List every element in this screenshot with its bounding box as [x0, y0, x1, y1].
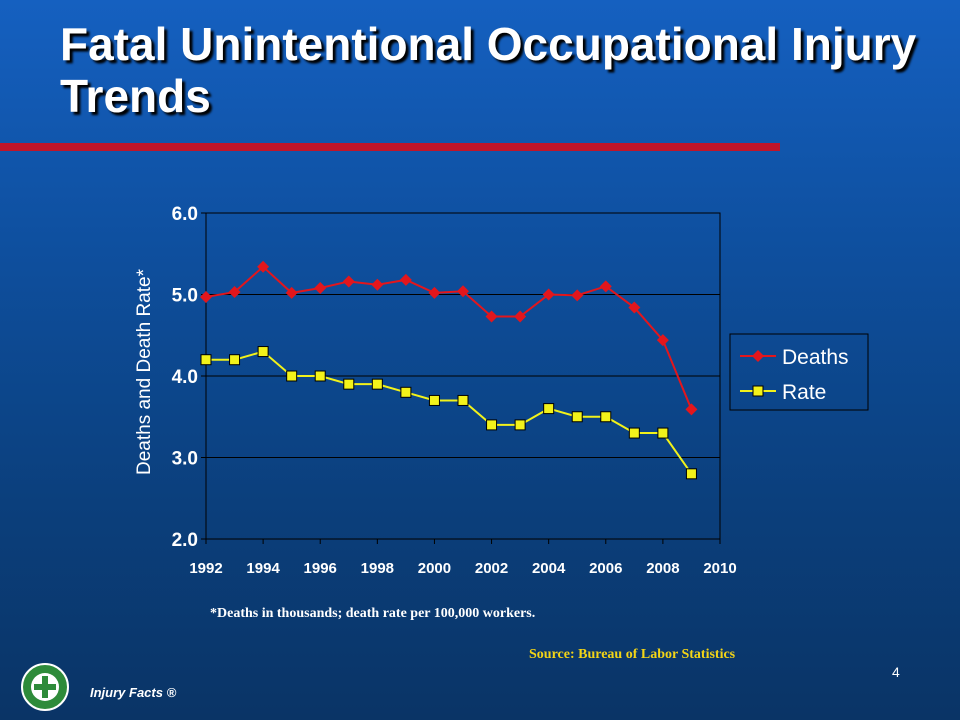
y-axis-label: Deaths and Death Rate* [134, 268, 155, 475]
nsc-logo-icon [21, 663, 69, 711]
data-point [685, 468, 697, 480]
data-point [257, 260, 270, 273]
data-point [200, 290, 212, 303]
data-point [200, 354, 212, 366]
source-note: Source: Bureau of Labor Statistics [529, 647, 736, 662]
data-point [656, 334, 669, 347]
x-tick-label: 1998 [361, 560, 394, 577]
data-point [600, 411, 612, 423]
series-line [206, 350, 693, 475]
series-deaths [200, 260, 698, 416]
x-tick-label: 1992 [189, 560, 222, 577]
y-tick-label: 3.0 [172, 449, 198, 470]
x-tick-label: 2008 [646, 560, 679, 577]
x-tick-label: 1996 [304, 560, 337, 577]
legend-marker [752, 350, 764, 362]
data-point [428, 394, 440, 406]
y-tick-label: 5.0 [172, 286, 198, 307]
data-point [285, 286, 298, 299]
data-point [685, 403, 698, 416]
data-point [257, 346, 269, 358]
legend-marker [752, 385, 764, 397]
x-tick-label: 2004 [532, 560, 566, 577]
data-point [229, 354, 241, 366]
page-number: 4 [892, 664, 900, 680]
data-point [514, 310, 527, 323]
data-point [371, 278, 384, 291]
x-tick-label: 2006 [589, 560, 622, 577]
data-point [571, 411, 583, 423]
data-point [657, 427, 669, 439]
title-underline [0, 143, 780, 151]
data-point [399, 273, 412, 286]
x-tick-label: 2000 [418, 560, 451, 577]
data-point [514, 419, 526, 431]
legend-label: Rate [782, 381, 826, 404]
data-point [543, 403, 555, 415]
data-point [485, 310, 498, 323]
x-tick-label: 2010 [703, 560, 736, 577]
data-point [628, 427, 640, 439]
data-point [571, 289, 584, 302]
data-point [343, 378, 355, 390]
data-point [342, 275, 355, 288]
brand-label: Injury Facts ® [90, 685, 177, 700]
legend-item-rate: Rate [740, 381, 826, 404]
data-point [371, 378, 383, 390]
legend-item-deaths: Deaths [740, 346, 849, 369]
data-point [314, 370, 326, 382]
chart-legend: Deaths Rate [729, 333, 869, 411]
data-point [599, 280, 612, 293]
chart-series [200, 260, 698, 480]
data-point [400, 386, 412, 398]
data-point [457, 394, 469, 406]
y-tick-label: 2.0 [172, 530, 198, 551]
data-point [542, 288, 555, 301]
x-tick-label: 1994 [246, 560, 280, 577]
data-point [286, 370, 298, 382]
legend-box [729, 333, 869, 411]
chart-footnote: *Deaths in thousands; death rate per 100… [210, 606, 536, 621]
chart-axes: 2.0 3.0 4.0 5.0 6.0 1992 1994 1996 1998 2000 2002 2… [134, 204, 737, 577]
data-point [314, 281, 327, 294]
series-rate [200, 346, 697, 480]
x-tick-label: 2002 [475, 560, 508, 577]
y-tick-label: 6.0 [172, 204, 198, 225]
data-point [628, 301, 641, 314]
legend-label: Deaths [782, 346, 849, 369]
data-point [486, 419, 498, 431]
data-point [428, 286, 441, 299]
data-point [457, 285, 469, 298]
y-tick-label: 4.0 [172, 367, 198, 388]
series-line [205, 265, 693, 410]
slide-title: Fatal Unintentional Occupational Injury … [60, 18, 917, 122]
data-point [228, 286, 241, 299]
